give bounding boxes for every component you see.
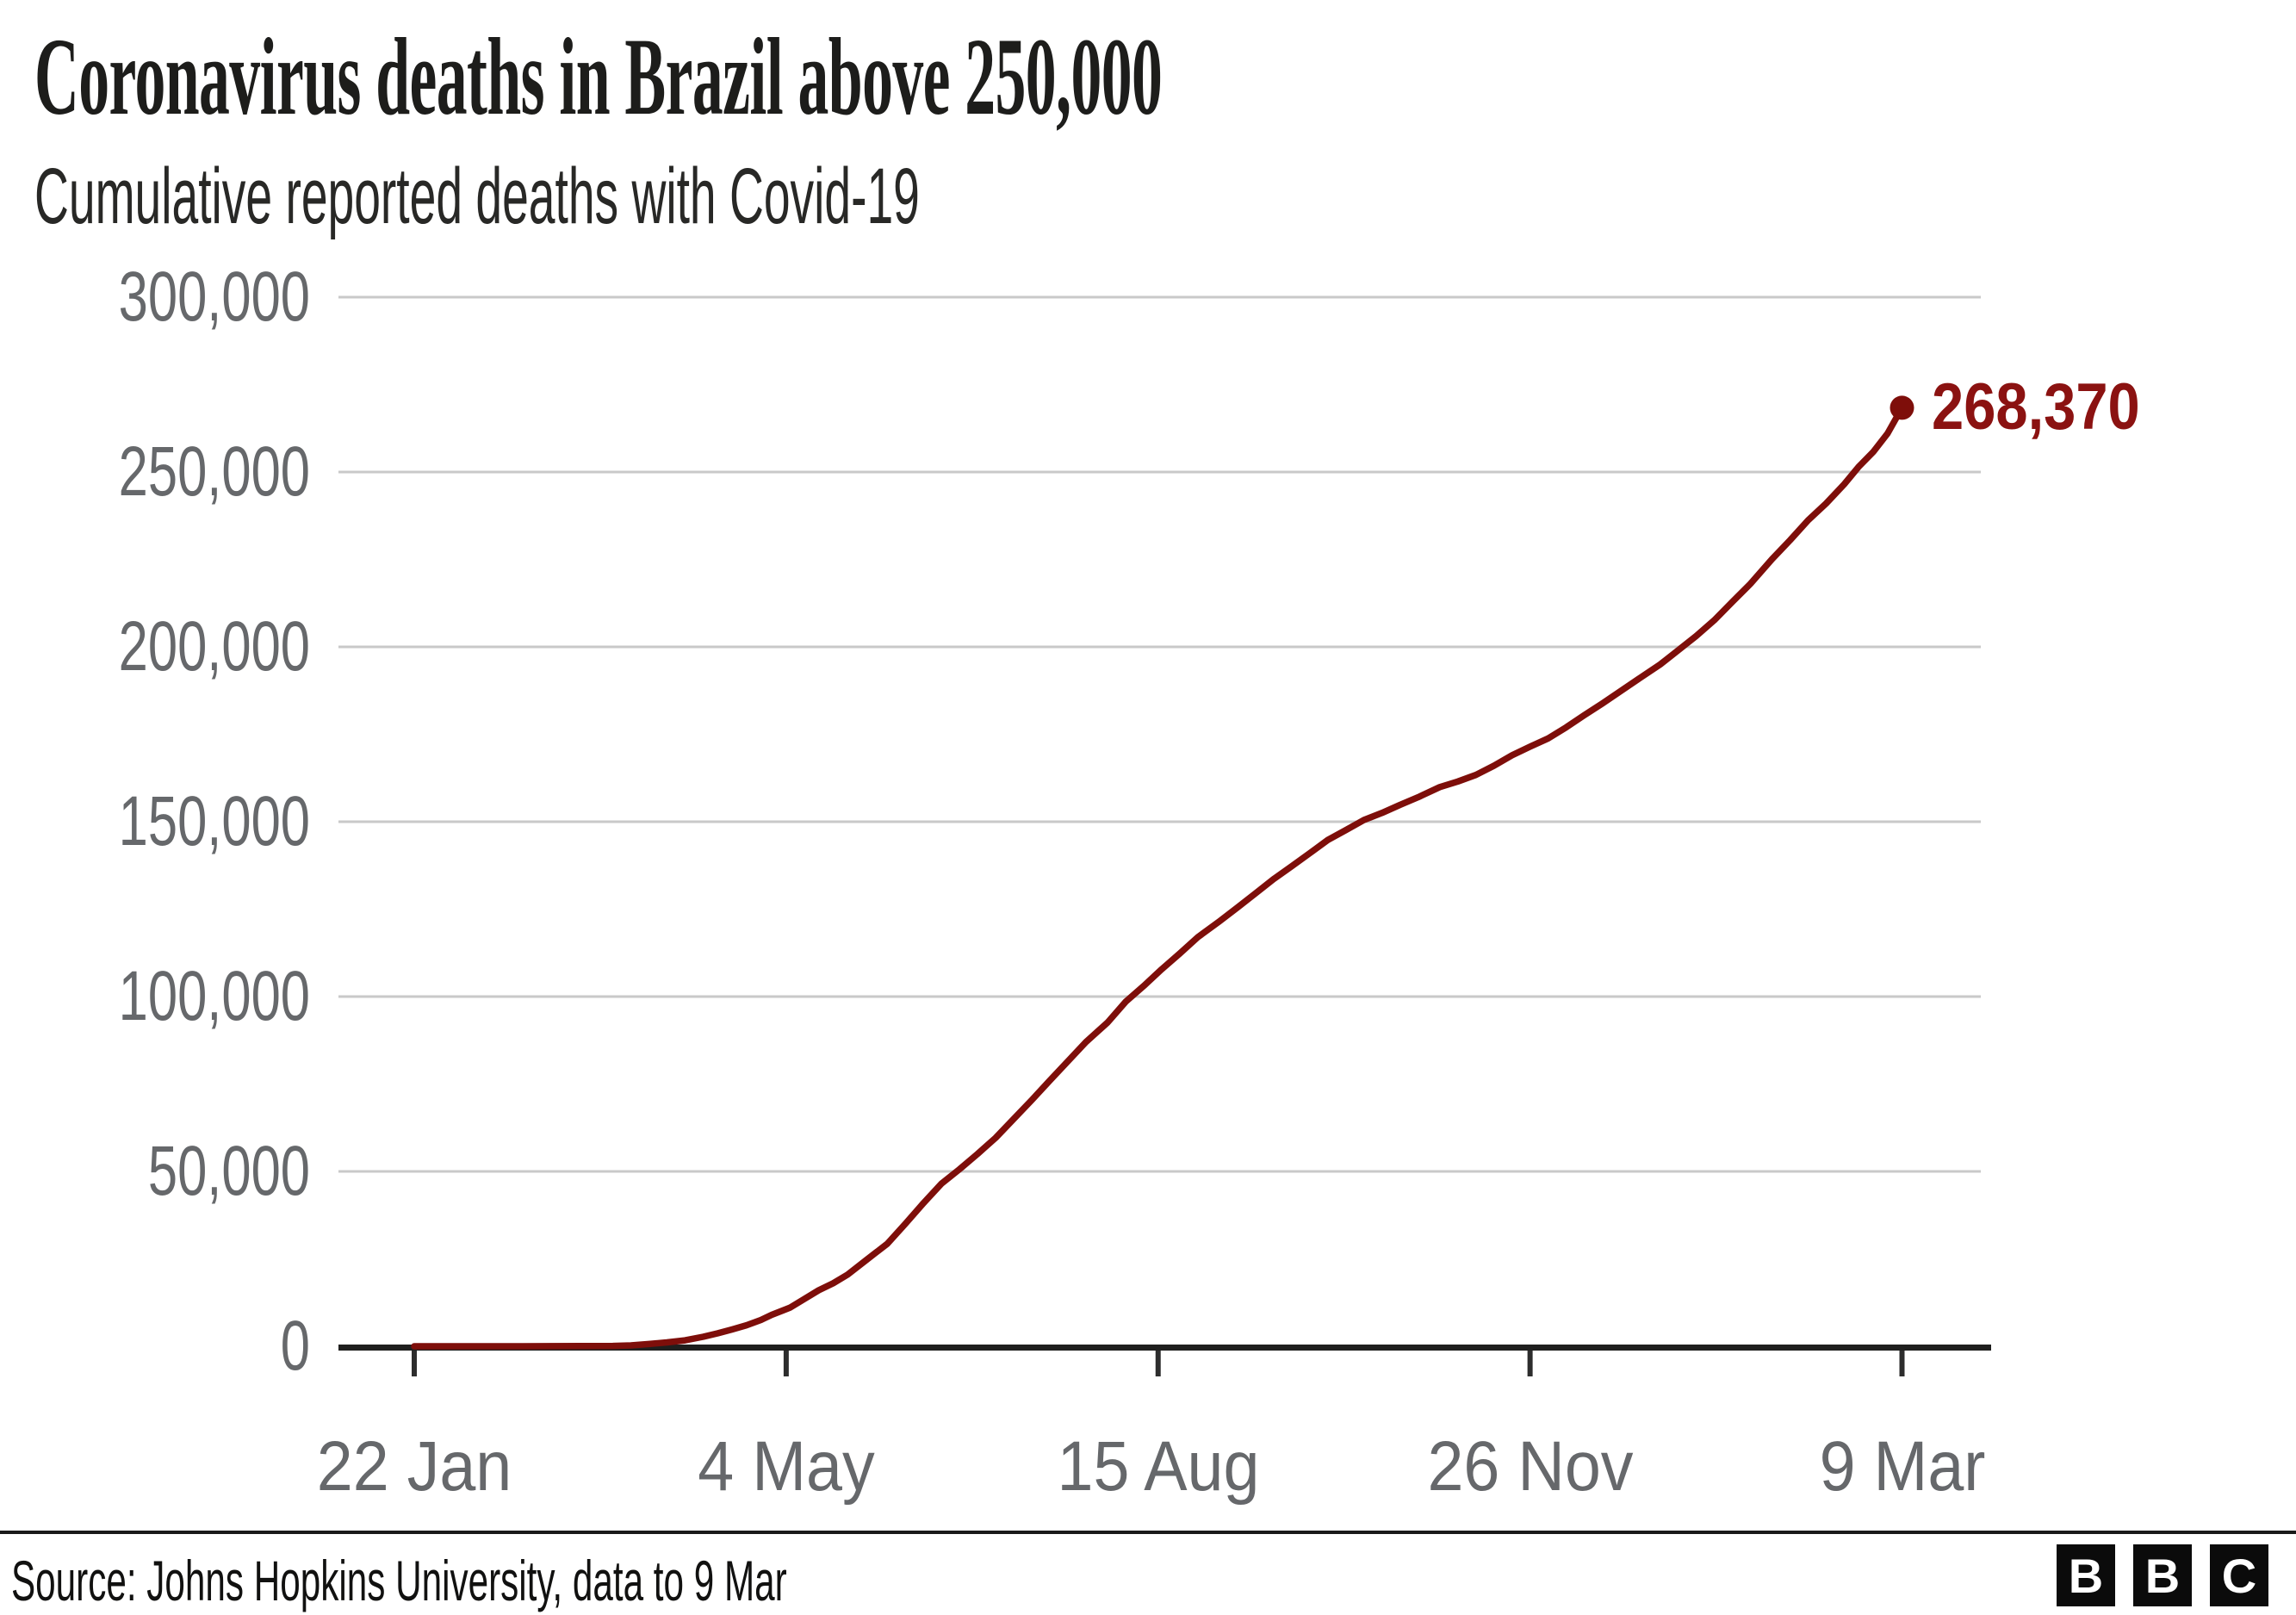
chart-subtitle: Cumulative reported deaths with Covid-19 — [34, 152, 920, 240]
bbc-logo-block-3: C — [2210, 1544, 2268, 1606]
x-axis-tick-label: 15 Aug — [1057, 1427, 1260, 1506]
x-axis-tick-label: 9 Mar — [1819, 1427, 1985, 1506]
x-axis-tick-label: 22 Jan — [316, 1427, 512, 1506]
y-axis-tick-label: 100,000 — [118, 957, 310, 1035]
bbc-logo-block-1: B — [2057, 1544, 2115, 1606]
bbc-logo-letter: B — [2144, 1548, 2181, 1603]
x-axis-line — [338, 1345, 1991, 1351]
y-axis-tick-label: 250,000 — [118, 432, 310, 511]
footer-divider — [0, 1531, 2296, 1534]
y-axis-tick-label: 150,000 — [118, 782, 310, 860]
x-axis-tick-label: 4 May — [698, 1427, 875, 1506]
y-axis-tick-label: 50,000 — [147, 1132, 310, 1210]
y-axis-tick-label: 0 — [280, 1307, 310, 1385]
bbc-logo: B B C — [2057, 1544, 2268, 1606]
x-axis-tick-label: 26 Nov — [1427, 1427, 1634, 1506]
y-axis-tick-label: 300,000 — [118, 258, 310, 336]
bbc-logo-block-2: B — [2133, 1544, 2192, 1606]
series-end-dot — [1890, 395, 1914, 420]
latest-value-label: 268,370 — [1931, 370, 2140, 444]
source-attribution: Source: Johns Hopkins University, data t… — [11, 1549, 787, 1612]
bbc-logo-letter: B — [2068, 1548, 2104, 1603]
y-axis-tick-label: 200,000 — [118, 607, 310, 686]
series-line-cumulative-deaths — [411, 404, 1906, 1350]
chart-title: Coronavirus deaths in Brazil above 250,0… — [34, 16, 1163, 138]
bbc-logo-letter: C — [2221, 1548, 2257, 1603]
